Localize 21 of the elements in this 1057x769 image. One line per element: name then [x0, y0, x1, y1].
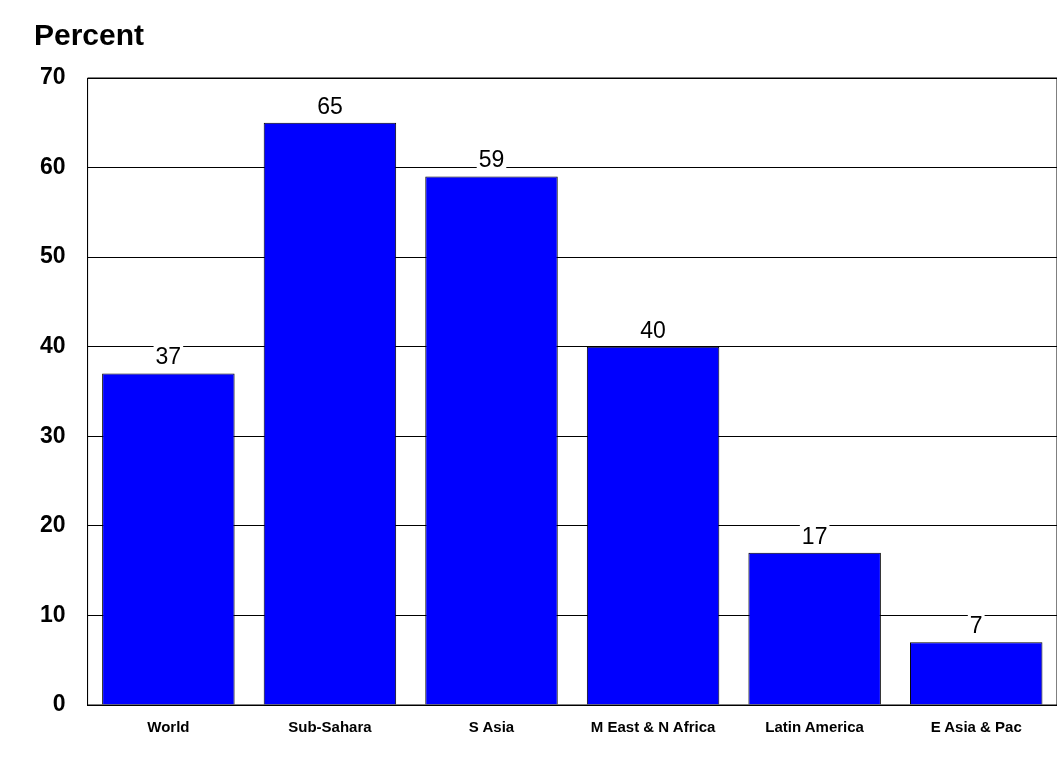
- data-label: 40: [640, 316, 666, 343]
- x-tick-label: Sub-Sahara: [288, 718, 373, 736]
- x-tick-label: World: [147, 718, 190, 736]
- y-tick-label: 0: [52, 690, 66, 717]
- y-tick-label: 60: [39, 152, 66, 179]
- data-label: 7: [969, 612, 983, 639]
- y-axis-title: Percent: [34, 18, 145, 52]
- data-label: 65: [317, 92, 343, 119]
- data-label: 37: [155, 343, 182, 370]
- y-tick-label: 40: [39, 332, 66, 359]
- x-tick-label: S Asia: [468, 718, 515, 736]
- x-tick-label: E Asia & Pac: [930, 718, 1022, 736]
- data-label: 59: [478, 146, 505, 173]
- data-label: 17: [801, 522, 828, 549]
- y-tick-label: 70: [39, 63, 66, 90]
- y-tick-label: 20: [39, 511, 66, 538]
- x-tick-label: M East & N Africa: [590, 718, 716, 736]
- x-tick-label: Latin America: [765, 718, 865, 736]
- y-tick-label: 30: [39, 421, 66, 448]
- y-tick-label: 10: [39, 600, 66, 627]
- y-tick-label: 50: [39, 242, 66, 269]
